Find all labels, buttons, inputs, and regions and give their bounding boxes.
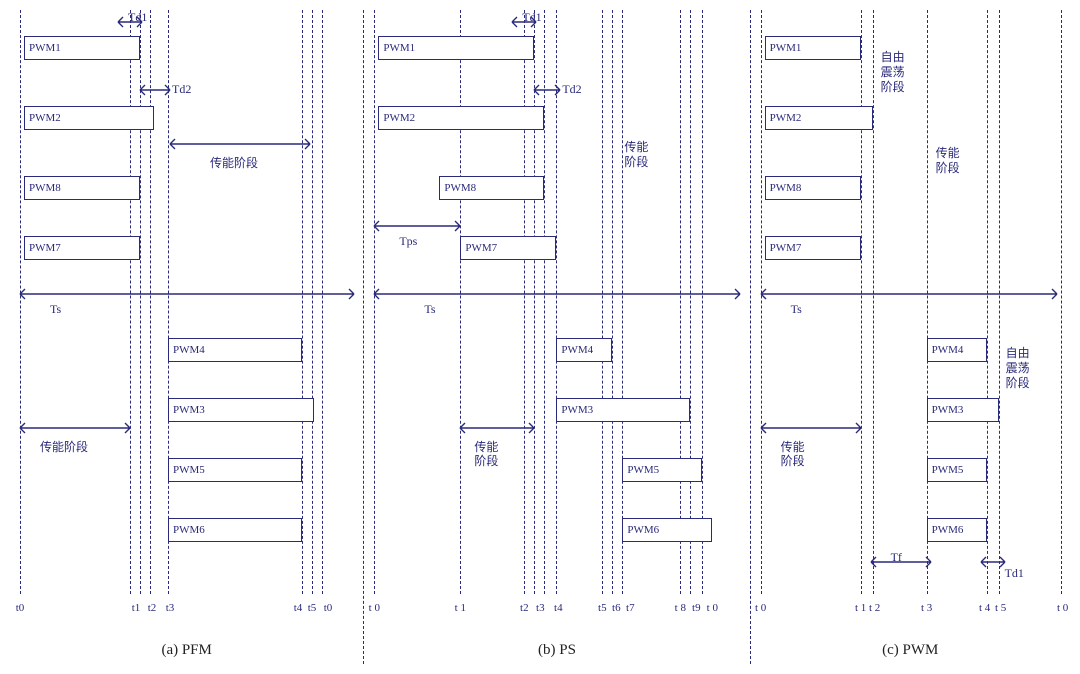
time-label: t5 — [598, 602, 607, 614]
time-label: t0 — [324, 602, 333, 614]
panel-ps: PWM1PWM2PWM8PWM7PWM4PWM3PWM5PWM6Td1Td2Tp… — [364, 10, 750, 664]
time-label: t 0 — [707, 602, 718, 614]
time-label: t5 — [308, 602, 317, 614]
time-label: t6 — [612, 602, 621, 614]
phase-label: 传能阶段 — [936, 146, 960, 176]
time-label: t 8 — [675, 602, 686, 614]
time-label: t0 — [16, 602, 25, 614]
panel-caption: (a) PFM — [161, 642, 211, 659]
panel-pfm: PWM1PWM2PWM8PWM7PWM4PWM3PWM5PWM6Td1Td2传能… — [10, 10, 364, 664]
time-label: t 4 — [979, 602, 990, 614]
time-label: t4 — [554, 602, 563, 614]
time-label: t 0 — [369, 602, 380, 614]
arrow-label: 传能阶段 — [40, 438, 88, 455]
time-label: t9 — [692, 602, 701, 614]
phase-label: 传能阶段 — [624, 140, 648, 170]
time-label: t 1 — [855, 602, 866, 614]
time-label: t 0 — [1057, 602, 1068, 614]
panel-pwm: PWM1PWM2PWM8PWM7PWM4PWM3PWM5PWM6Ts传能阶段Tf… — [751, 10, 1070, 664]
time-label: t4 — [294, 602, 303, 614]
time-label: t 1 — [455, 602, 466, 614]
time-label: t2 — [520, 602, 529, 614]
arrow-label: Td1 — [1005, 566, 1024, 581]
phase-label: 自由震荡阶段 — [881, 50, 905, 95]
time-label: t 2 — [869, 602, 880, 614]
time-label: t2 — [148, 602, 157, 614]
timing-diagram-root: PWM1PWM2PWM8PWM7PWM4PWM3PWM5PWM6Td1Td2传能… — [10, 10, 1070, 664]
phase-label: 自由震荡阶段 — [1006, 346, 1030, 391]
panel-caption: (b) PS — [538, 642, 576, 659]
time-label: t 3 — [921, 602, 932, 614]
arrow-label: 阶段 — [474, 452, 498, 469]
time-label: t 0 — [755, 602, 766, 614]
time-label: t7 — [626, 602, 635, 614]
time-label: t3 — [536, 602, 545, 614]
panel-caption: (c) PWM — [882, 642, 938, 659]
time-label: t3 — [166, 602, 175, 614]
time-label: t 5 — [995, 602, 1006, 614]
time-label: t1 — [132, 602, 141, 614]
